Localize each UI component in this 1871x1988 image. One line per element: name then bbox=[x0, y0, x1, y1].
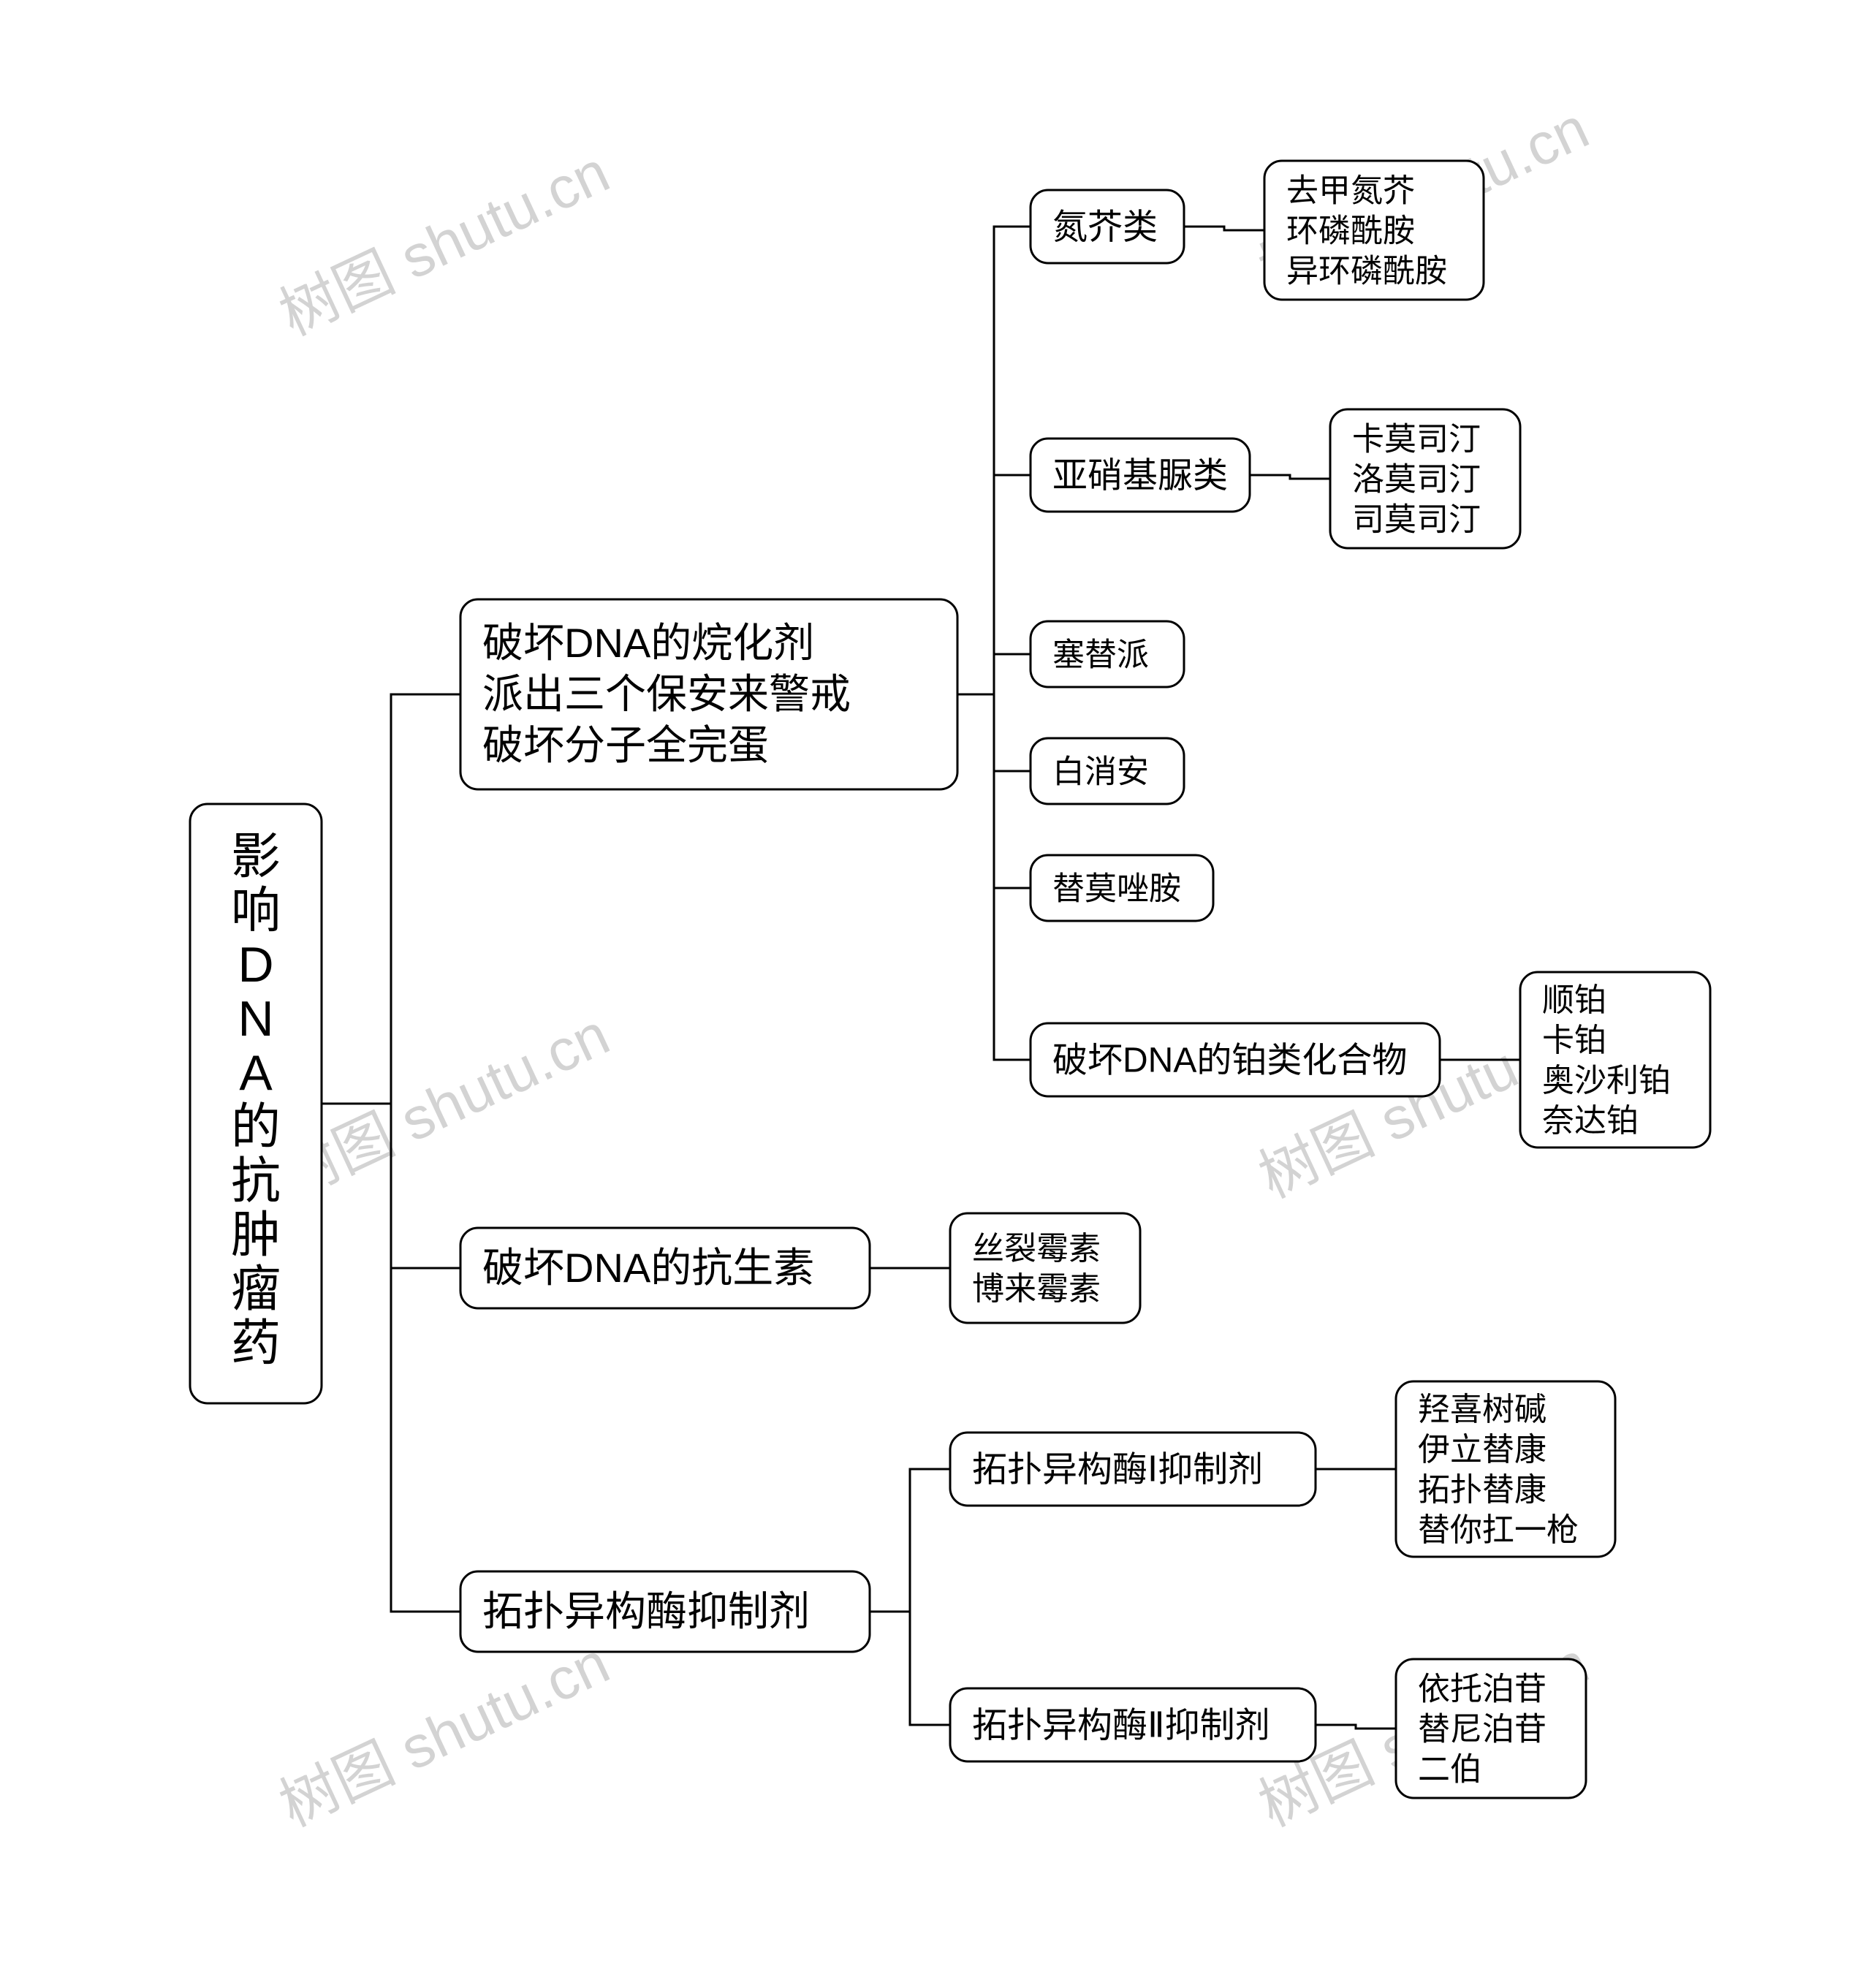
svg-text:影: 影 bbox=[231, 829, 281, 884]
svg-text:拓扑异构酶Ⅰ抑制剂: 拓扑异构酶Ⅰ抑制剂 bbox=[972, 1451, 1263, 1490]
node-thiotepa: 塞替派 bbox=[1031, 621, 1184, 687]
svg-text:环磷酰胺: 环磷酰胺 bbox=[1286, 213, 1415, 249]
svg-text:药: 药 bbox=[231, 1316, 281, 1371]
node-busulfan: 白消安 bbox=[1031, 738, 1184, 804]
svg-text:司莫司汀: 司莫司汀 bbox=[1352, 502, 1481, 538]
node-topo1: 拓扑异构酶Ⅰ抑制剂 bbox=[950, 1433, 1316, 1506]
svg-text:二伯: 二伯 bbox=[1418, 1752, 1482, 1788]
svg-text:抗: 抗 bbox=[231, 1153, 281, 1209]
watermark: 树图 shutu.cn bbox=[270, 139, 619, 347]
node-antibiotic: 破坏DNA的抗生素 bbox=[460, 1228, 870, 1308]
svg-text:卡铂: 卡铂 bbox=[1542, 1023, 1606, 1058]
svg-text:破坏DNA的烷化剂: 破坏DNA的烷化剂 bbox=[482, 620, 814, 666]
node-alkyl: 破坏DNA的烷化剂派出三个保安来警戒破坏分子全完蛋 bbox=[460, 599, 957, 789]
svg-text:的: 的 bbox=[231, 1099, 281, 1155]
svg-text:洛莫司汀: 洛莫司汀 bbox=[1352, 462, 1481, 498]
node-nmustard_leaf: 去甲氮芥环磷酰胺异环磷酰胺 bbox=[1264, 161, 1484, 300]
node-platinum_leaf: 顺铂卡铂奥沙利铂奈达铂 bbox=[1520, 972, 1710, 1147]
svg-text:异环磷酰胺: 异环磷酰胺 bbox=[1286, 254, 1447, 289]
svg-text:破坏分子全完蛋: 破坏分子全完蛋 bbox=[482, 722, 769, 768]
node-nitrosourea_leaf: 卡莫司汀洛莫司汀司莫司汀 bbox=[1330, 409, 1520, 548]
watermark: 树图 shutu.cn bbox=[270, 1630, 619, 1838]
svg-text:顺铂: 顺铂 bbox=[1542, 982, 1606, 1018]
svg-text:N: N bbox=[238, 991, 273, 1047]
node-topo1_leaf: 羟喜树碱伊立替康拓扑替康替你扛一枪 bbox=[1396, 1381, 1615, 1557]
node-temozolomide: 替莫唑胺 bbox=[1031, 855, 1213, 921]
mindmap-canvas: 树图 shutu.cn树图 shutu.cn树图 shutu.cn树图 shut… bbox=[0, 0, 1871, 1988]
node-nitrosourea: 亚硝基脲类 bbox=[1031, 439, 1250, 512]
node-antibiotic_leaf: 丝裂霉素博来霉素 bbox=[950, 1213, 1140, 1323]
node-topo: 拓扑异构酶抑制剂 bbox=[460, 1571, 870, 1652]
svg-text:氮芥类: 氮芥类 bbox=[1052, 208, 1158, 247]
node-root: 影响DNA的抗肿瘤药 bbox=[190, 804, 322, 1403]
svg-text:亚硝基脲类: 亚硝基脲类 bbox=[1052, 457, 1228, 496]
svg-text:替莫唑胺: 替莫唑胺 bbox=[1052, 871, 1181, 907]
svg-text:伊立替康: 伊立替康 bbox=[1418, 1432, 1546, 1468]
svg-text:替你扛一枪: 替你扛一枪 bbox=[1418, 1512, 1579, 1548]
svg-text:破坏DNA的抗生素: 破坏DNA的抗生素 bbox=[482, 1245, 814, 1291]
svg-text:拓扑替康: 拓扑替康 bbox=[1418, 1472, 1546, 1508]
node-nmustard: 氮芥类 bbox=[1031, 190, 1184, 263]
svg-text:D: D bbox=[238, 937, 273, 993]
node-topo2_leaf: 依托泊苷替尼泊苷二伯 bbox=[1396, 1659, 1586, 1798]
svg-text:博来霉素: 博来霉素 bbox=[972, 1271, 1101, 1307]
svg-text:奈达铂: 奈达铂 bbox=[1542, 1103, 1639, 1139]
svg-text:派出三个保安来警戒: 派出三个保安来警戒 bbox=[482, 671, 851, 717]
svg-text:拓扑异构酶Ⅱ抑制剂: 拓扑异构酶Ⅱ抑制剂 bbox=[972, 1707, 1270, 1745]
svg-text:塞替派: 塞替派 bbox=[1052, 637, 1149, 673]
svg-text:A: A bbox=[239, 1045, 273, 1101]
svg-text:替尼泊苷: 替尼泊苷 bbox=[1418, 1712, 1546, 1748]
svg-text:丝裂霉素: 丝裂霉素 bbox=[972, 1231, 1101, 1267]
svg-text:奥沙利铂: 奥沙利铂 bbox=[1542, 1063, 1671, 1099]
svg-text:瘤: 瘤 bbox=[231, 1262, 281, 1317]
svg-text:卡莫司汀: 卡莫司汀 bbox=[1352, 422, 1481, 458]
svg-text:拓扑异构酶抑制剂: 拓扑异构酶抑制剂 bbox=[482, 1588, 810, 1634]
svg-text:肿: 肿 bbox=[231, 1207, 281, 1263]
node-platinum: 破坏DNA的铂类化合物 bbox=[1031, 1023, 1440, 1096]
svg-text:白消安: 白消安 bbox=[1052, 754, 1149, 790]
svg-text:羟喜树碱: 羟喜树碱 bbox=[1418, 1392, 1546, 1427]
svg-text:去甲氮芥: 去甲氮芥 bbox=[1286, 173, 1415, 209]
node-topo2: 拓扑异构酶Ⅱ抑制剂 bbox=[950, 1688, 1316, 1761]
svg-text:破坏DNA的铂类化合物: 破坏DNA的铂类化合物 bbox=[1052, 1042, 1407, 1080]
svg-text:依托泊苷: 依托泊苷 bbox=[1418, 1672, 1546, 1707]
svg-text:响: 响 bbox=[231, 883, 281, 938]
